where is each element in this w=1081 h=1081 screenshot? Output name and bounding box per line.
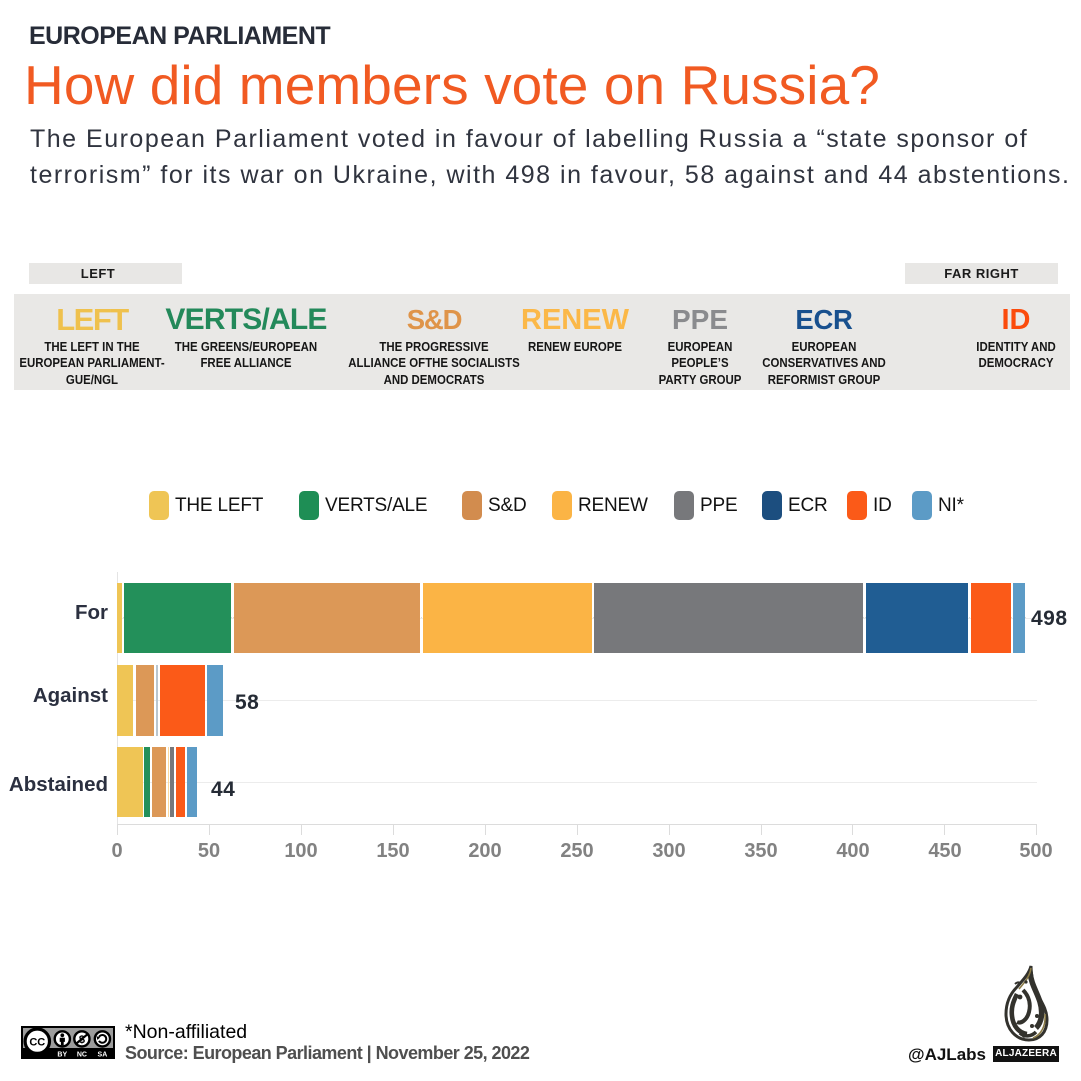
svg-text:NC: NC: [77, 1052, 87, 1059]
svg-text:BY: BY: [57, 1052, 67, 1059]
svg-text:SA: SA: [98, 1052, 108, 1059]
svg-text:CC: CC: [29, 1036, 45, 1048]
